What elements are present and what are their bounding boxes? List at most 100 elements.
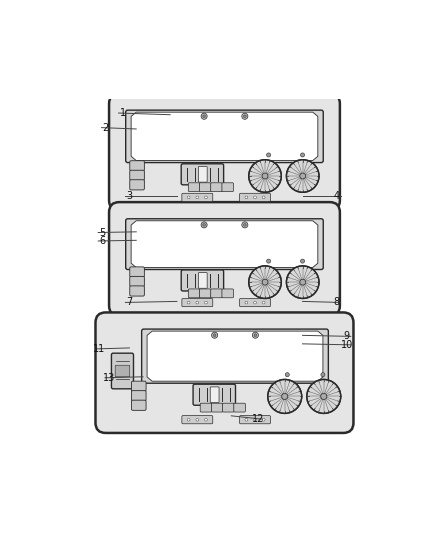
- Circle shape: [262, 196, 265, 199]
- FancyBboxPatch shape: [181, 164, 224, 185]
- Circle shape: [262, 418, 265, 421]
- FancyBboxPatch shape: [126, 110, 323, 163]
- Text: 9: 9: [344, 332, 350, 341]
- Circle shape: [300, 259, 304, 263]
- Circle shape: [268, 379, 302, 414]
- Text: 2: 2: [102, 123, 109, 133]
- FancyBboxPatch shape: [131, 381, 146, 391]
- Circle shape: [242, 222, 248, 228]
- FancyBboxPatch shape: [95, 312, 353, 433]
- FancyBboxPatch shape: [198, 166, 207, 182]
- Circle shape: [196, 196, 199, 199]
- FancyBboxPatch shape: [222, 183, 233, 192]
- Text: 3: 3: [127, 190, 132, 200]
- FancyBboxPatch shape: [234, 403, 245, 412]
- Circle shape: [245, 196, 248, 199]
- Circle shape: [282, 393, 288, 399]
- Circle shape: [300, 173, 306, 179]
- FancyBboxPatch shape: [109, 93, 340, 211]
- FancyBboxPatch shape: [181, 270, 224, 291]
- FancyBboxPatch shape: [131, 400, 146, 410]
- Circle shape: [245, 418, 248, 421]
- Circle shape: [244, 115, 246, 118]
- Circle shape: [252, 332, 258, 338]
- Circle shape: [267, 259, 271, 263]
- FancyBboxPatch shape: [182, 193, 213, 201]
- Text: 7: 7: [126, 297, 133, 308]
- FancyBboxPatch shape: [200, 289, 211, 298]
- Circle shape: [262, 279, 268, 285]
- Circle shape: [242, 113, 248, 119]
- Text: 5: 5: [99, 228, 106, 238]
- Circle shape: [262, 301, 265, 304]
- Circle shape: [249, 160, 281, 192]
- FancyBboxPatch shape: [222, 289, 233, 298]
- Circle shape: [213, 334, 216, 336]
- FancyBboxPatch shape: [211, 289, 222, 298]
- Circle shape: [285, 373, 290, 377]
- Circle shape: [300, 153, 304, 157]
- Circle shape: [286, 160, 319, 192]
- Polygon shape: [147, 331, 323, 381]
- Circle shape: [201, 222, 207, 228]
- Circle shape: [196, 418, 199, 421]
- FancyBboxPatch shape: [130, 161, 145, 171]
- Circle shape: [286, 266, 319, 298]
- Text: 8: 8: [333, 297, 339, 308]
- Polygon shape: [131, 221, 318, 268]
- Circle shape: [212, 332, 218, 338]
- FancyBboxPatch shape: [240, 416, 271, 424]
- FancyBboxPatch shape: [130, 180, 145, 190]
- FancyBboxPatch shape: [211, 183, 222, 192]
- FancyBboxPatch shape: [240, 193, 271, 201]
- Circle shape: [205, 418, 207, 421]
- FancyBboxPatch shape: [193, 384, 236, 405]
- Circle shape: [267, 153, 271, 157]
- Text: 11: 11: [93, 344, 105, 354]
- Circle shape: [201, 113, 207, 119]
- FancyBboxPatch shape: [200, 403, 212, 412]
- Circle shape: [254, 196, 256, 199]
- Circle shape: [187, 418, 190, 421]
- Circle shape: [254, 418, 256, 421]
- FancyBboxPatch shape: [212, 403, 223, 412]
- FancyBboxPatch shape: [198, 273, 207, 288]
- Circle shape: [262, 173, 268, 179]
- Circle shape: [187, 196, 190, 199]
- Circle shape: [205, 196, 207, 199]
- Circle shape: [321, 373, 325, 377]
- Circle shape: [203, 223, 205, 226]
- FancyBboxPatch shape: [111, 353, 134, 389]
- FancyBboxPatch shape: [141, 329, 328, 383]
- Circle shape: [254, 334, 257, 336]
- FancyBboxPatch shape: [130, 286, 145, 296]
- Circle shape: [245, 301, 248, 304]
- FancyBboxPatch shape: [115, 365, 130, 377]
- Circle shape: [187, 301, 190, 304]
- FancyBboxPatch shape: [131, 391, 146, 401]
- FancyBboxPatch shape: [200, 183, 211, 192]
- FancyBboxPatch shape: [130, 170, 145, 180]
- Polygon shape: [131, 112, 318, 160]
- Circle shape: [321, 393, 327, 399]
- Text: 1: 1: [120, 108, 126, 118]
- FancyBboxPatch shape: [109, 202, 340, 316]
- Circle shape: [205, 301, 207, 304]
- Text: 13: 13: [103, 373, 115, 383]
- Circle shape: [300, 279, 306, 285]
- FancyBboxPatch shape: [182, 416, 213, 424]
- Text: 10: 10: [341, 340, 353, 350]
- FancyBboxPatch shape: [188, 289, 200, 298]
- FancyBboxPatch shape: [223, 403, 234, 412]
- FancyBboxPatch shape: [182, 298, 213, 306]
- FancyBboxPatch shape: [130, 277, 145, 287]
- Circle shape: [249, 266, 281, 298]
- FancyBboxPatch shape: [126, 219, 323, 270]
- Text: 6: 6: [99, 236, 105, 246]
- FancyBboxPatch shape: [240, 298, 271, 306]
- Circle shape: [254, 301, 256, 304]
- Text: 12: 12: [252, 414, 265, 424]
- Circle shape: [244, 223, 246, 226]
- Circle shape: [196, 301, 199, 304]
- FancyBboxPatch shape: [210, 387, 219, 402]
